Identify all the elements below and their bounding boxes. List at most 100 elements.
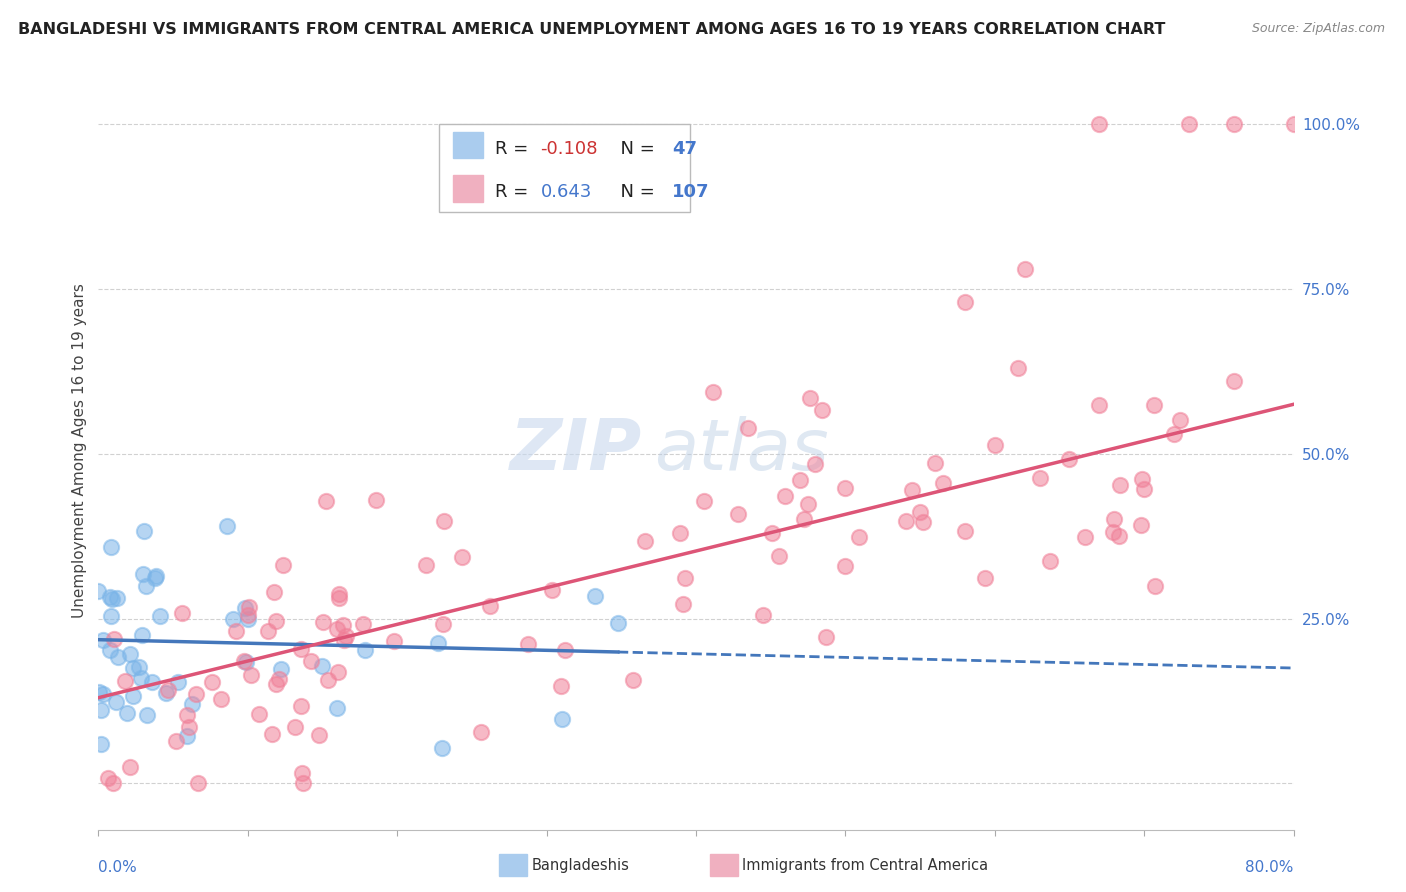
Point [149, 609, 172, 624]
Point [131, 628, 153, 642]
Point [176, 729, 198, 743]
Point [366, 492, 388, 507]
Point [633, 534, 655, 549]
Text: 0.0%: 0.0% [98, 860, 138, 875]
Point [894, 514, 917, 528]
Point [554, 642, 576, 657]
Point [170, 606, 193, 620]
Point [426, 636, 449, 650]
Point [284, 720, 307, 734]
Point [87, 684, 110, 698]
Point [1282, 117, 1305, 131]
Point [433, 514, 456, 528]
Point [176, 708, 198, 723]
Point [233, 601, 256, 615]
Point [1102, 524, 1125, 539]
Text: 107: 107 [672, 184, 710, 202]
Point [550, 712, 572, 726]
Point [141, 675, 163, 690]
Point [1168, 413, 1191, 427]
Text: N =: N = [609, 140, 661, 158]
Point [299, 654, 322, 668]
Point [101, 592, 124, 607]
Point [128, 660, 150, 674]
Point [540, 583, 562, 598]
Point [222, 612, 245, 626]
Point [332, 618, 354, 632]
Text: Bangladeshis: Bangladeshis [531, 858, 630, 872]
Point [136, 707, 159, 722]
Point [984, 438, 1007, 452]
Point [290, 699, 312, 714]
Point [693, 494, 716, 508]
Point [1130, 472, 1153, 486]
Point [797, 497, 820, 511]
Point [953, 524, 976, 539]
Point [122, 689, 145, 703]
Point [974, 570, 997, 584]
Text: -0.108: -0.108 [541, 140, 598, 158]
Point [382, 633, 405, 648]
Point [129, 671, 152, 685]
Point [155, 686, 177, 700]
Point [262, 727, 284, 741]
Point [811, 402, 834, 417]
Point [135, 579, 157, 593]
Point [114, 673, 136, 688]
Point [145, 569, 167, 583]
Text: Source: ZipAtlas.com: Source: ZipAtlas.com [1251, 22, 1385, 36]
Point [247, 706, 270, 721]
Point [101, 776, 124, 790]
Point [761, 526, 783, 541]
Point [1163, 427, 1185, 442]
Point [621, 673, 644, 687]
Point [103, 632, 125, 646]
Point [672, 597, 695, 611]
Point [768, 549, 790, 563]
Point [100, 541, 122, 555]
Point [166, 675, 188, 690]
Point [290, 641, 312, 656]
Point [217, 519, 239, 533]
Point [181, 697, 204, 711]
Point [233, 654, 256, 668]
Point [1223, 117, 1246, 131]
Point [328, 665, 350, 679]
Point [100, 643, 122, 657]
Point [1133, 482, 1156, 496]
Point [470, 725, 492, 739]
Point [269, 672, 291, 686]
Point [132, 524, 155, 538]
Point [702, 385, 724, 400]
Point [115, 706, 138, 720]
Point [335, 629, 357, 643]
Point [793, 512, 815, 526]
Point [789, 473, 811, 487]
Point [607, 616, 630, 631]
Point [450, 550, 472, 565]
Text: 80.0%: 80.0% [1246, 860, 1294, 875]
Point [132, 567, 155, 582]
Point [97, 771, 120, 785]
Point [235, 655, 257, 669]
FancyBboxPatch shape [439, 125, 690, 211]
Point [318, 673, 340, 688]
Point [912, 515, 935, 529]
Bar [453, 132, 484, 158]
Point [292, 776, 315, 790]
Point [803, 457, 825, 471]
Point [107, 650, 129, 665]
Point [775, 489, 797, 503]
Point [105, 591, 128, 606]
Point [517, 637, 540, 651]
Point [118, 647, 141, 661]
Text: R =: R = [495, 140, 534, 158]
Point [900, 483, 922, 498]
Point [264, 614, 287, 628]
Point [105, 695, 128, 709]
Point [256, 624, 278, 638]
Point [668, 525, 690, 540]
Point [752, 608, 775, 623]
Text: atlas: atlas [654, 416, 828, 485]
Point [1223, 375, 1246, 389]
